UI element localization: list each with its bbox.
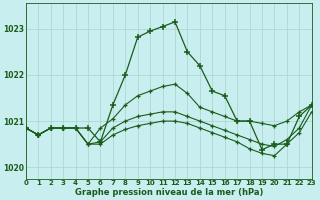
X-axis label: Graphe pression niveau de la mer (hPa): Graphe pression niveau de la mer (hPa) xyxy=(75,188,263,197)
